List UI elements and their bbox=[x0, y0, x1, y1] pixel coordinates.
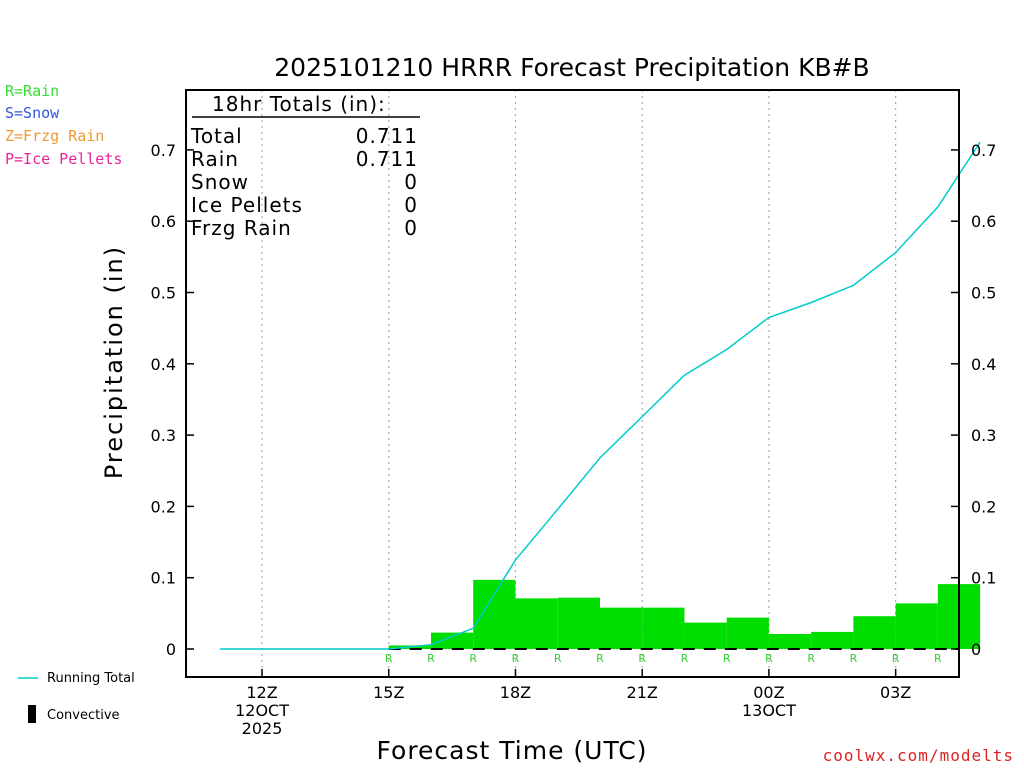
precip-type-label: R bbox=[638, 652, 646, 665]
bar bbox=[895, 603, 938, 649]
convective-legend-label: Convective bbox=[47, 708, 120, 723]
bar bbox=[515, 598, 558, 649]
y-tick-label-right: 0.6 bbox=[971, 212, 996, 231]
y-tick-label: 0.7 bbox=[151, 141, 176, 160]
y-tick-label: 0 bbox=[166, 640, 176, 659]
y-tick-label-right: 0.7 bbox=[971, 141, 996, 160]
totals-label-snow: Snow bbox=[191, 170, 249, 194]
precip-type-label: R bbox=[723, 652, 731, 665]
vertical-gridlines bbox=[261, 90, 897, 677]
y-tick-label-right: 0.5 bbox=[971, 284, 996, 303]
x-tick-label: 15Z bbox=[373, 683, 404, 702]
totals-value-rain: 0.711 bbox=[356, 147, 418, 171]
hourly-bars bbox=[388, 579, 981, 650]
x-tick-label: 13OCT bbox=[742, 701, 796, 720]
y-tick-label-right: 0.2 bbox=[971, 497, 996, 516]
totals-value-total: 0.711 bbox=[356, 124, 418, 148]
y-tick-label: 0.3 bbox=[151, 426, 176, 445]
y-tick-label-right: 0.3 bbox=[971, 426, 996, 445]
y-tick-label: 0.4 bbox=[151, 355, 176, 374]
y-tick-label: 0.1 bbox=[151, 569, 176, 588]
bottom-legend: Running Total Convective bbox=[18, 671, 135, 723]
bar bbox=[684, 622, 727, 649]
precip-type-label: R bbox=[554, 652, 562, 665]
x-tick-label: 21Z bbox=[627, 683, 658, 702]
precip-type-label: R bbox=[765, 652, 773, 665]
y-axis-label: Precipitation (in) bbox=[100, 245, 128, 479]
plot-frame bbox=[185, 89, 960, 678]
totals-header: 18hr Totals (in): bbox=[212, 92, 386, 116]
totals-label-ice-pellets: Ice Pellets bbox=[191, 193, 303, 217]
precip-type-label: R bbox=[427, 652, 435, 665]
y-tick-label-right: 0 bbox=[971, 640, 981, 659]
totals-value-snow: 0 bbox=[404, 170, 418, 194]
y-tick-label-right: 0.4 bbox=[971, 355, 996, 374]
y-tick-label-right: 0.1 bbox=[971, 569, 996, 588]
totals-value-ice-pellets: 0 bbox=[404, 193, 418, 217]
y-tick-label: 0.5 bbox=[151, 284, 176, 303]
bar bbox=[430, 632, 474, 649]
bar bbox=[642, 607, 685, 649]
precip-type-label: R bbox=[469, 652, 477, 665]
bar bbox=[768, 634, 812, 649]
precip-type-label: R bbox=[512, 652, 520, 665]
x-tick-label: 12Z bbox=[246, 683, 277, 702]
bar bbox=[853, 616, 896, 649]
precip-type-label: R bbox=[385, 652, 393, 665]
legend-ice-pellets: P=Ice Pellets bbox=[5, 150, 122, 168]
legend-frzg-rain: Z=Frzg Rain bbox=[5, 127, 104, 145]
precip-type-label: R bbox=[934, 652, 942, 665]
bar bbox=[557, 597, 600, 649]
running-total-legend-label: Running Total bbox=[47, 671, 135, 686]
totals-value-frzg-rain: 0 bbox=[404, 216, 418, 240]
bar bbox=[599, 607, 643, 649]
site-credit: coolwx.com/modelts bbox=[823, 746, 1014, 765]
totals-label-frzg-rain: Frzg Rain bbox=[191, 216, 292, 240]
x-axis-label: Forecast Time (UTC) bbox=[377, 736, 648, 765]
y-tick-label: 0.6 bbox=[151, 212, 176, 231]
bar bbox=[811, 631, 854, 649]
legend-snow: S=Snow bbox=[5, 104, 60, 122]
x-tick-label: 12OCT bbox=[235, 701, 289, 720]
totals-label-rain: Rain bbox=[191, 147, 239, 171]
precip-type-label: R bbox=[681, 652, 689, 665]
x-tick-label: 03Z bbox=[880, 683, 911, 702]
bar bbox=[473, 579, 516, 649]
running-total-polyline bbox=[219, 141, 981, 650]
totals-box: 18hr Totals (in): Total 0.711 Rain 0.711… bbox=[190, 92, 420, 240]
x-tick-label: 2025 bbox=[242, 719, 283, 738]
precip-type-label: R bbox=[850, 652, 858, 665]
precip-type-label: R bbox=[596, 652, 604, 665]
bar bbox=[726, 617, 769, 649]
y-axis-ticks: 0 00.1 0.10.2 0.20.3 0.30.4 0.40.5 0.50.6 0.60.… bbox=[151, 141, 997, 659]
y-tick-label: 0.2 bbox=[151, 497, 176, 516]
chart-title: 2025101210 HRRR Forecast Precipitation K… bbox=[274, 53, 869, 82]
x-tick-label: 00Z bbox=[753, 683, 784, 702]
precip-type-legend: R=Rain S=Snow Z=Frzg Rain P=Ice Pellets bbox=[5, 82, 122, 168]
running-total-line bbox=[219, 141, 981, 650]
precip-type-label: R bbox=[892, 652, 900, 665]
convective-swatch bbox=[28, 705, 36, 723]
x-tick-label: 18Z bbox=[500, 683, 531, 702]
totals-label-total: Total bbox=[190, 124, 243, 148]
legend-rain: R=Rain bbox=[5, 82, 59, 100]
precip-type-label: R bbox=[807, 652, 815, 665]
